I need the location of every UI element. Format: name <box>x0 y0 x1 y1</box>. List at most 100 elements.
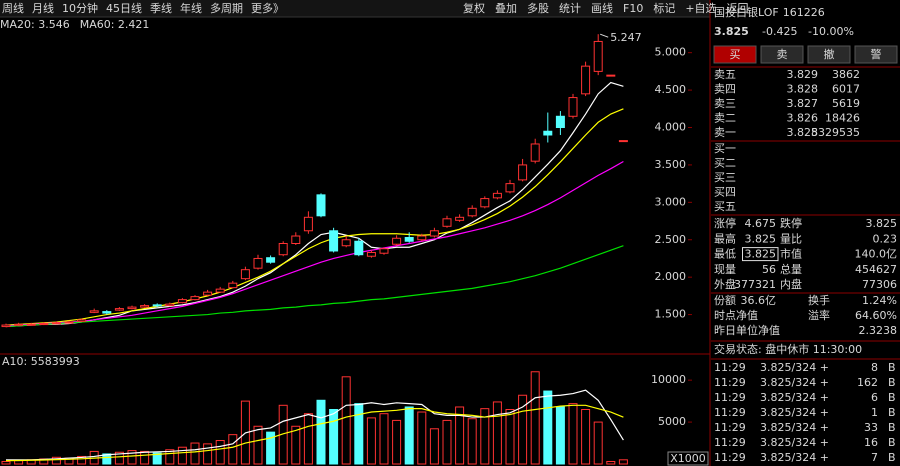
bid-label: 买二 <box>714 157 736 170</box>
ask-label: 卖三 <box>714 97 736 110</box>
toolbar-tab[interactable]: 多周期 <box>210 1 243 15</box>
stat-label: 总量 <box>780 262 802 276</box>
stat-value: 3.825 <box>866 217 898 230</box>
trade-time: 11:29 <box>714 391 746 404</box>
trade-volume: 1 <box>871 406 878 419</box>
trade-side: B <box>888 391 896 404</box>
volume-bar <box>114 451 124 465</box>
volume-bar <box>253 425 263 465</box>
toolbar-button[interactable]: 多股 <box>527 1 549 15</box>
candle-body <box>379 248 389 254</box>
toolbar <box>0 0 710 17</box>
bid-label: 买四 <box>714 186 736 199</box>
candle-body <box>316 194 326 217</box>
trade-button-label[interactable]: 买 <box>730 48 741 61</box>
trade-volume: 162 <box>857 376 878 389</box>
toolbar-button[interactable]: F10 <box>623 2 643 15</box>
trade-side: B <box>888 406 896 419</box>
candle-body <box>480 198 490 208</box>
stat-label: 外盘 <box>714 277 736 291</box>
candle-body <box>568 97 578 117</box>
ask-volume: 5619 <box>832 97 860 110</box>
volume-bar <box>467 418 477 465</box>
volume-bar <box>429 428 439 465</box>
quote-price: 3.825 <box>714 25 749 38</box>
y-tick-label: 4.500 <box>655 83 687 96</box>
toolbar-button[interactable]: 统计 <box>559 2 581 15</box>
candle-body <box>518 164 528 181</box>
toolbar-button[interactable]: 复权 <box>463 1 485 15</box>
trade-button-label[interactable]: 卖 <box>777 48 788 61</box>
volume-bar <box>455 406 465 465</box>
candle-body <box>203 291 213 296</box>
volume-bar <box>77 455 87 465</box>
volume-bar <box>518 394 528 465</box>
candle-body <box>392 237 402 245</box>
candle-body <box>354 240 364 256</box>
ma-line <box>5 245 624 328</box>
candle-body <box>278 242 288 256</box>
ma-line <box>5 160 624 327</box>
candle-body <box>190 296 200 301</box>
volume-bar <box>543 390 553 465</box>
trade-price: 3.825/324 + <box>760 421 829 434</box>
candle-body <box>505 183 515 193</box>
trade-time: 11:29 <box>714 436 746 449</box>
stat-label: 内盘 <box>780 277 802 291</box>
stat-value: 3.825 <box>745 232 777 245</box>
toolbar-tab[interactable]: 10分钟 <box>62 1 98 15</box>
candle-body <box>366 251 376 257</box>
stat-label: 跌停 <box>780 216 802 230</box>
volume-bar <box>266 431 276 465</box>
volume-bar <box>291 425 301 465</box>
trade-button[interactable] <box>760 45 804 64</box>
candle-body <box>240 269 250 280</box>
stat-label: 最高 <box>714 231 736 245</box>
volume-bar <box>177 446 187 465</box>
trade-time: 11:29 <box>714 361 746 374</box>
volume-unit: X1000 <box>670 452 706 465</box>
candle-body <box>26 323 36 326</box>
toolbar-button[interactable]: 返回 <box>727 2 749 15</box>
ask-price: 3.826 <box>787 112 819 125</box>
trade-price: 3.825/324 + <box>760 406 829 419</box>
trade-button[interactable] <box>807 45 851 64</box>
fund-label: 溢率 <box>808 308 830 322</box>
toolbar-tab[interactable]: 季线 <box>150 1 172 15</box>
ask-label: 卖一 <box>714 126 736 139</box>
ask-price: 3.829 <box>787 68 819 81</box>
toolbar-tab[interactable]: 月线 <box>32 1 54 15</box>
toolbar-tab[interactable]: 更多》 <box>251 1 284 15</box>
trade-button[interactable] <box>854 45 898 64</box>
candle-body <box>114 308 124 311</box>
toolbar-tab[interactable]: 年线 <box>180 1 202 15</box>
toolbar-button[interactable]: 标记 <box>653 1 675 15</box>
ask-label: 卖五 <box>714 68 736 81</box>
trade-time: 11:29 <box>714 421 746 434</box>
volume-bar <box>341 376 351 465</box>
high-pointer <box>600 33 609 38</box>
toolbar-button[interactable]: 叠加 <box>495 2 517 15</box>
volume-bar <box>492 401 502 465</box>
trade-button[interactable] <box>713 45 757 64</box>
y-tick-label: 2.500 <box>655 233 687 246</box>
trade-button-label[interactable]: 警 <box>871 47 882 61</box>
volume-bar <box>51 456 61 465</box>
candle-body <box>64 321 74 324</box>
trade-price: 3.825/324 + <box>760 391 829 404</box>
volume-bar <box>555 406 565 465</box>
volume-bar <box>228 434 238 465</box>
toolbar-tab[interactable]: 45日线 <box>106 1 142 15</box>
trade-button-label[interactable]: 撤 <box>824 47 835 61</box>
toolbar-tab[interactable]: 周线 <box>2 1 24 15</box>
stat-label: 现量 <box>714 263 736 276</box>
volume-tick-label: 10000 <box>651 373 686 386</box>
candle-body <box>177 299 187 304</box>
trade-side: B <box>888 361 896 374</box>
fund-value: 1.24% <box>862 294 897 307</box>
candle-body <box>467 207 477 217</box>
ask-volume: 3862 <box>832 68 860 81</box>
toolbar-button[interactable]: 画线 <box>591 1 613 15</box>
trade-volume: 8 <box>871 361 878 374</box>
toolbar-button[interactable]: +自选 <box>685 2 716 15</box>
